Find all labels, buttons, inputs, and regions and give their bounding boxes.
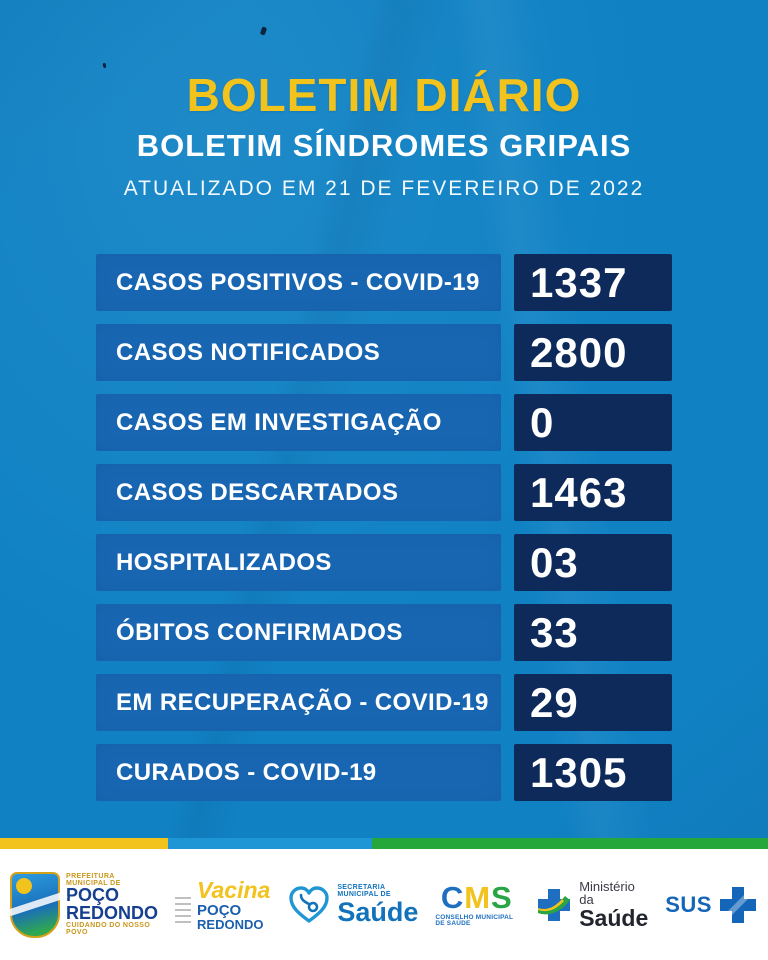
logo-sus: SUS [665,885,758,925]
prefeitura-name1: POÇO [66,885,120,906]
stat-label: CASOS POSITIVOS - COVID-19 [96,254,501,311]
prefeitura-tagline: CUIDANDO DO NOSSO POVO [66,921,151,936]
page-title: BOLETIM DIÁRIO [186,69,582,121]
crest-band [8,890,68,916]
stat-row-casos-em-investigacao: CASOS EM INVESTIGAÇÃO 0 [96,394,672,451]
vacina-text: Vacina POÇO REDONDO [197,876,271,932]
vacina-pattern [175,896,192,927]
prefeitura-name2: REDONDO [66,902,159,923]
stat-value: 29 [514,674,672,731]
logo-cms: CMS CONSELHO MUNICIPAL DE SAÚDE [435,882,518,928]
logo-ministerio-saude: Ministério da Saúde [535,880,648,930]
vacina-script: Vacina [197,876,271,903]
sus-label: SUS [665,891,712,917]
stat-label: EM RECUPERAÇÃO - COVID-19 [96,674,501,731]
heart-stethoscope-icon [289,885,330,923]
stats-table: CASOS POSITIVOS - COVID-19 1337 CASOS NO… [96,254,672,801]
stat-value: 0 [514,394,672,451]
ministerio-line1: Ministério da [579,878,635,907]
stat-row-em-recuperacao: EM RECUPERAÇÃO - COVID-19 29 [96,674,672,731]
stat-value: 1463 [514,464,672,521]
secretaria-big-label: Saúde [337,896,419,927]
ministerio-line2: Saúde [579,904,649,931]
stat-row-obitos-confirmados: ÓBITOS CONFIRMADOS 33 [96,604,672,661]
cms-letter-m: M [464,879,492,915]
stat-value: 1337 [514,254,672,311]
cms-letter-s: S [491,879,513,915]
stripe-blue [168,838,372,849]
footer-stripe [0,838,768,849]
stat-row-casos-descartados: CASOS DESCARTADOS 1463 [96,464,672,521]
ministerio-text: Ministério da Saúde [579,880,648,930]
prefeitura-line2: MUNICIPAL DE [66,880,121,888]
health-cross-icon [538,888,571,921]
stat-label: CASOS EM INVESTIGAÇÃO [96,394,501,451]
updated-date: ATUALIZADO EM 21 DE FEVEREIRO DE 2022 [123,177,645,200]
page-subtitle: BOLETIM SÍNDROMES GRIPAIS [136,128,632,163]
stat-value: 33 [514,604,672,661]
stripe-green [372,838,768,849]
logo-secretaria-saude: SECRETARIA MUNICIPAL DE Saúde [287,884,418,926]
municipal-crest-icon [8,871,68,938]
footer-logos: PREFEITURA MUNICIPAL DE POÇO REDONDO CUI… [0,849,768,960]
sun-icon [16,877,32,894]
cms-letter-c: C [440,879,465,915]
stat-value: 1305 [514,744,672,801]
logo-vacina-poco-redondo: Vacina POÇO REDONDO [175,876,271,932]
stat-label: ÓBITOS CONFIRMADOS [96,604,501,661]
stat-label: CURADOS - COVID-19 [96,744,501,801]
stat-row-casos-notificados: CASOS NOTIFICADOS 2800 [96,324,672,381]
logo-prefeitura-poco-redondo: PREFEITURA MUNICIPAL DE POÇO REDONDO CUI… [8,871,158,938]
stat-value: 03 [514,534,672,591]
stat-label: CASOS DESCARTADOS [96,464,501,521]
secretaria-text: SECRETARIA MUNICIPAL DE Saúde [337,884,418,926]
bulletin-header: BOLETIM DIÁRIO BOLETIM SÍNDROMES GRIPAIS… [0,0,768,201]
stat-row-curados: CURADOS - COVID-19 1305 [96,744,672,801]
prefeitura-line1: PREFEITURA [66,872,115,880]
sus-cross-icon [720,886,756,923]
cms-acronym: CMS [441,882,513,913]
stat-row-casos-positivos: CASOS POSITIVOS - COVID-19 1337 [96,254,672,311]
vacina-name2: REDONDO [197,916,264,932]
stat-row-hospitalizados: HOSPITALIZADOS 03 [96,534,672,591]
stripe-yellow [0,838,168,849]
bulletin-body: BOLETIM DIÁRIO BOLETIM SÍNDROMES GRIPAIS… [0,0,768,838]
stat-value: 2800 [514,324,672,381]
secretaria-small-label: SECRETARIA MUNICIPAL DE [337,883,391,898]
stat-label: HOSPITALIZADOS [96,534,501,591]
prefeitura-text: PREFEITURA MUNICIPAL DE POÇO REDONDO CUI… [66,873,158,937]
stat-label: CASOS NOTIFICADOS [96,324,501,381]
vacina-name1: POÇO [197,901,242,919]
cms-tagline: CONSELHO MUNICIPAL DE SAÚDE [435,913,514,927]
